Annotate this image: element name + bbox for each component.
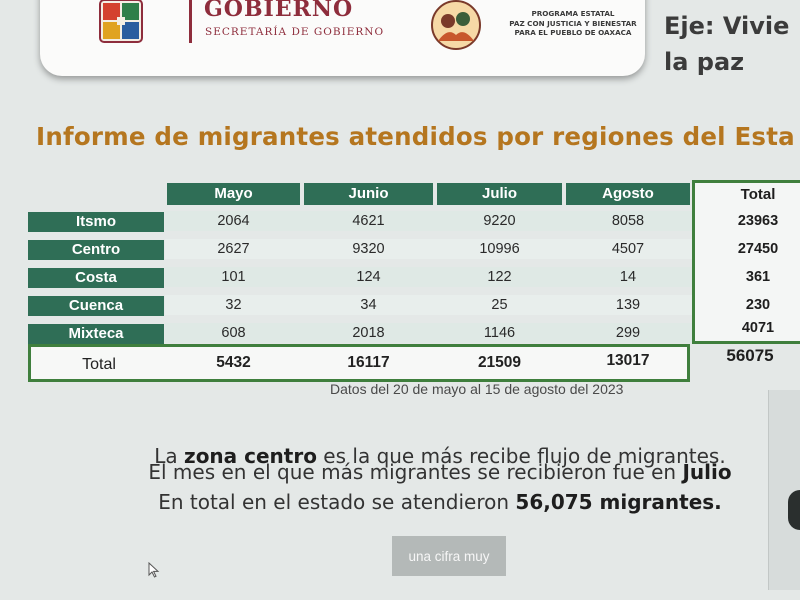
table-cell: 2018: [352, 325, 385, 341]
column-total-cell: 21509: [477, 354, 522, 371]
table-cell: 32: [225, 297, 242, 313]
state-shield-icon: [99, 0, 143, 43]
eje-line: la paz: [664, 48, 745, 76]
row-total-cell: 23963: [737, 213, 779, 229]
table-row-band: [165, 267, 790, 287]
mouse-pointer-icon: [148, 562, 160, 578]
table-row-band: [165, 295, 790, 315]
table-cell: 2064: [217, 213, 250, 229]
program-seal-icon: [431, 0, 481, 50]
table-cell: 9320: [352, 241, 385, 257]
column-header-julio: Julio: [437, 183, 562, 205]
column-total-cell: 16117: [347, 354, 390, 371]
column-total-cell: 13017: [606, 352, 650, 369]
program-name: PROGRAMA ESTATAL PAZ CON JUSTICIA Y BIEN…: [488, 9, 658, 38]
totals-row-label: Total: [82, 356, 116, 373]
total-column-frame: [692, 180, 800, 344]
total-row-frame: [28, 344, 690, 382]
program-line: PAZ CON JUSTICIA Y BIENESTAR: [509, 18, 637, 28]
row-label-mixteca: Mixteca: [28, 324, 164, 344]
table-cell: 1146: [483, 325, 516, 341]
program-line: PARA EL PUEBLO DE OAXACA: [514, 28, 632, 37]
table-cell: 608: [221, 325, 246, 341]
summary-highlight: zona centro: [184, 444, 317, 468]
data-source-note: Datos del 20 de mayo al 15 de agosto del…: [330, 381, 624, 397]
row-total-cell: 230: [745, 297, 771, 313]
row-label-itsmo: Itsmo: [28, 212, 164, 232]
grand-total-cell: 56075: [726, 346, 774, 365]
column-header-total: Total: [740, 186, 776, 203]
table-cell: 9220: [483, 213, 516, 229]
report-title: Informe de migrantes atendidos por regio…: [36, 122, 795, 151]
row-total-cell: 27450: [737, 241, 779, 257]
table-row-band: [165, 211, 790, 231]
table-cell: 4507: [611, 241, 645, 257]
summary-line-2: El mes en el que más migrantes se recibi…: [80, 460, 800, 484]
summary-highlight: Julio: [682, 460, 732, 484]
table-row-band: [165, 323, 790, 343]
table-cell: 2627: [217, 241, 250, 257]
table-cell: 14: [619, 269, 637, 285]
table-cell: 25: [491, 297, 508, 313]
summary-text: El mes en el que más migrantes se recibi…: [148, 460, 683, 484]
eje-line: Eje: Vivie: [664, 12, 790, 40]
table-cell: 139: [615, 297, 641, 313]
row-total-cell: 361: [745, 269, 771, 285]
summary-text: es la que más recibe flujo de migrantes.: [316, 444, 726, 468]
eje-heading: Eje: Vivie la paz: [664, 8, 789, 80]
column-total-cell: 5432: [216, 354, 251, 371]
table-cell: 34: [360, 297, 377, 313]
header-banner: GOBIERNO SECRETARÍA DE GOBIERNO PROGRAMA…: [40, 0, 645, 76]
table-row-band: [165, 239, 790, 259]
column-header-agosto: Agosto: [566, 183, 690, 205]
government-subtitle: SECRETARÍA DE GOBIERNO: [205, 26, 385, 38]
summary-line-3: En total en el estado se atendieron 56,0…: [80, 490, 800, 514]
logo-divider: [189, 0, 192, 43]
una-cifra-muy-button[interactable]: una cifra muy: [392, 536, 506, 576]
column-header-junio: Junio: [304, 183, 433, 205]
table-cell: 122: [487, 269, 512, 285]
summary-text: En total en el estado se atendieron: [158, 490, 516, 514]
program-line: PROGRAMA ESTATAL: [531, 9, 615, 18]
table-cell: 8058: [611, 213, 645, 229]
row-label-cuenca: Cuenca: [28, 296, 164, 316]
table-cell: 299: [615, 325, 641, 341]
table-cell: 10996: [479, 241, 520, 257]
summary-line-1: La zona centro es la que más recibe fluj…: [80, 444, 800, 468]
side-panel-handle: [788, 490, 800, 530]
summary-text: La: [154, 444, 185, 468]
row-total-cell: 4071: [741, 320, 775, 336]
table-cell: 124: [356, 269, 381, 285]
table-cell: 4621: [352, 213, 385, 229]
row-label-centro: Centro: [28, 240, 164, 260]
government-title: GOBIERNO: [204, 0, 354, 22]
row-label-costa: Costa: [28, 268, 164, 288]
summary-highlight: 56,075 migrantes.: [515, 490, 722, 514]
column-header-mayo: Mayo: [167, 183, 300, 205]
table-cell: 101: [221, 269, 246, 285]
